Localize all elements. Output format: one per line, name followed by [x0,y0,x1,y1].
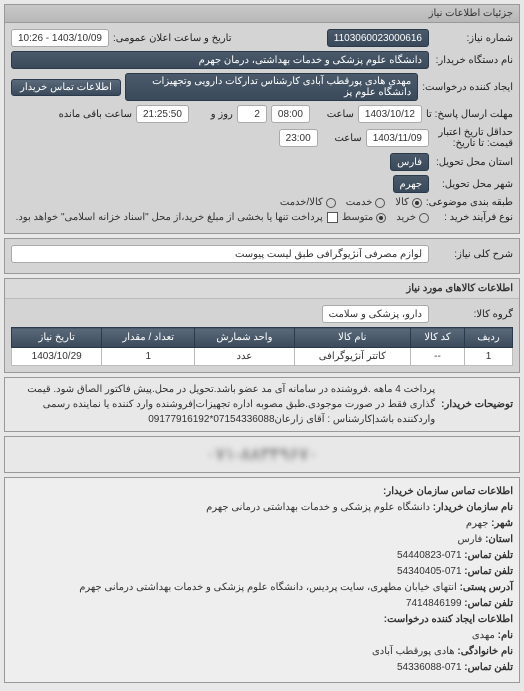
org-address: انتهای خیابان مطهری، سایت پردیس، دانشگاه… [79,582,457,593]
announce-label: تاریخ و ساعت اعلان عمومی: [113,33,323,44]
group-value: دارو، پزشکی و سلامت [322,305,429,323]
buyer-notes-text: پرداخت 4 ماهه .فروشنده در سامانه آی مد ع… [11,382,435,427]
items-table: ردیف کد کالا نام کالا واحد شمارش تعداد /… [11,327,513,366]
col-qty: تعداد / مقدار [102,328,195,348]
valid-label-2: قیمت: تا تاریخ: [433,138,513,149]
col-unit: واحد شمارش [195,328,294,348]
request-no-label: شماره نیاز: [433,33,513,44]
radio-icon [419,213,429,223]
org-fax: 071-54340405 [397,566,462,577]
org-city: جهرم [466,518,489,529]
city-label: شهر محل تحویل: [433,179,513,190]
org-phone: 071-54440823 [397,550,462,561]
request-no-value: 1103060023000616 [327,29,429,47]
process-note: پرداخت تنها یا بخشی از مبلغ خرید،از محل … [16,212,323,223]
supply-radio-group: خرید متوسط [342,212,429,223]
buyer-notes-label: توضیحات خریدار: [441,397,513,412]
valid-label-1: حداقل تاریخ اعتبار [433,127,513,138]
supply-opt-1[interactable]: متوسط [342,212,386,223]
col-name: نام کالا [294,328,410,348]
items-section-title: اطلاعات کالاهای مورد نیاز [5,279,519,299]
deadline-time: 08:00 [271,105,310,123]
table-row[interactable]: 1 -- کاتتر آنژیوگرافی عدد 1 1403/10/29 [12,348,513,366]
panel-header: جزئیات اطلاعات نیاز [5,5,519,23]
time-remain: 21:25:50 [136,105,189,123]
priority-radio-group: کالا خدمت کالا/خدمت [280,197,422,208]
org-province: فارس [457,534,482,545]
deadline-date: 1403/10/12 [358,105,422,123]
deadline-label: مهلت ارسال پاسخ: تا [426,109,513,120]
creator-family: هادی پورقطب آبادی [372,646,455,657]
buyer-label: نام دستگاه خریدار: [433,55,513,66]
col-rownum: ردیف [464,328,512,348]
priority-opt-2[interactable]: کالا/خدمت [280,197,336,208]
radio-icon [326,198,336,208]
remain-label: ساعت باقی مانده [59,109,132,120]
province-label: استان محل تحویل: [433,157,513,168]
radio-icon [375,198,385,208]
need-title-value: لوازم مصرفی آنژیوگرافی طبق لیست پیوست [11,245,429,263]
org-contact-title: اطلاعات تماس سازمان خریدار: [383,486,513,497]
creator-label: ایجاد کننده درخواست: [422,82,513,93]
supply-opt-0[interactable]: خرید [396,212,429,223]
time-label-2: ساعت [322,133,362,144]
time-label-1: ساعت [314,109,354,120]
process-checkbox[interactable] [327,212,338,223]
cell-rownum: 1 [464,348,512,366]
days-remain: 2 [237,105,267,123]
creator-name: مهدی [472,630,495,641]
blurred-phone: ۰۷۱-۸۸۳۴۹۶۷۰ [206,444,318,464]
org-postal: 7414846199 [406,598,462,609]
priority-opt-0[interactable]: کالا [395,197,422,208]
cell-name: کاتتر آنژیوگرافی [294,348,410,366]
radio-icon [376,213,386,223]
valid-time: 23:00 [279,129,318,147]
valid-date: 1403/11/09 [366,129,429,147]
org-name: دانشگاه علوم پزشکی و خدمات بهداشتی درمان… [206,502,430,513]
days-label: روز و [193,109,233,120]
province-value: فارس [390,153,429,171]
cell-date: 1403/10/29 [12,348,102,366]
contact-section: اطلاعات تماس سازمان خریدار: نام سازمان خ… [5,478,519,682]
supply-label: نوع فرآیند خرید : [433,212,513,223]
col-code: کد کالا [410,328,464,348]
announce-value: 1403/10/09 - 10:26 [11,29,109,47]
creator-phone: 071-54336088 [397,662,462,673]
priority-label: طبقه بندی موضوعی: [426,197,513,208]
cell-code: -- [410,348,464,366]
creator-contact-title: اطلاعات ایجاد کننده درخواست: [384,614,513,625]
need-title-label: شرح کلی نیاز: [433,249,513,260]
radio-icon [412,198,422,208]
buyer-value: دانشگاه علوم پزشکی و خدمات بهداشتی، درما… [11,51,429,69]
group-label: گروه کالا: [433,309,513,320]
contact-info-button[interactable]: اطلاعات تماس خریدار [11,79,121,96]
cell-unit: عدد [195,348,294,366]
cell-qty: 1 [102,348,195,366]
creator-value: مهدی هادی پورقطب آبادی کارشناس تدارکات د… [125,73,418,101]
city-value: جهرم [393,175,430,193]
col-date: تاریخ نیاز [12,328,102,348]
priority-opt-1[interactable]: خدمت [346,197,386,208]
